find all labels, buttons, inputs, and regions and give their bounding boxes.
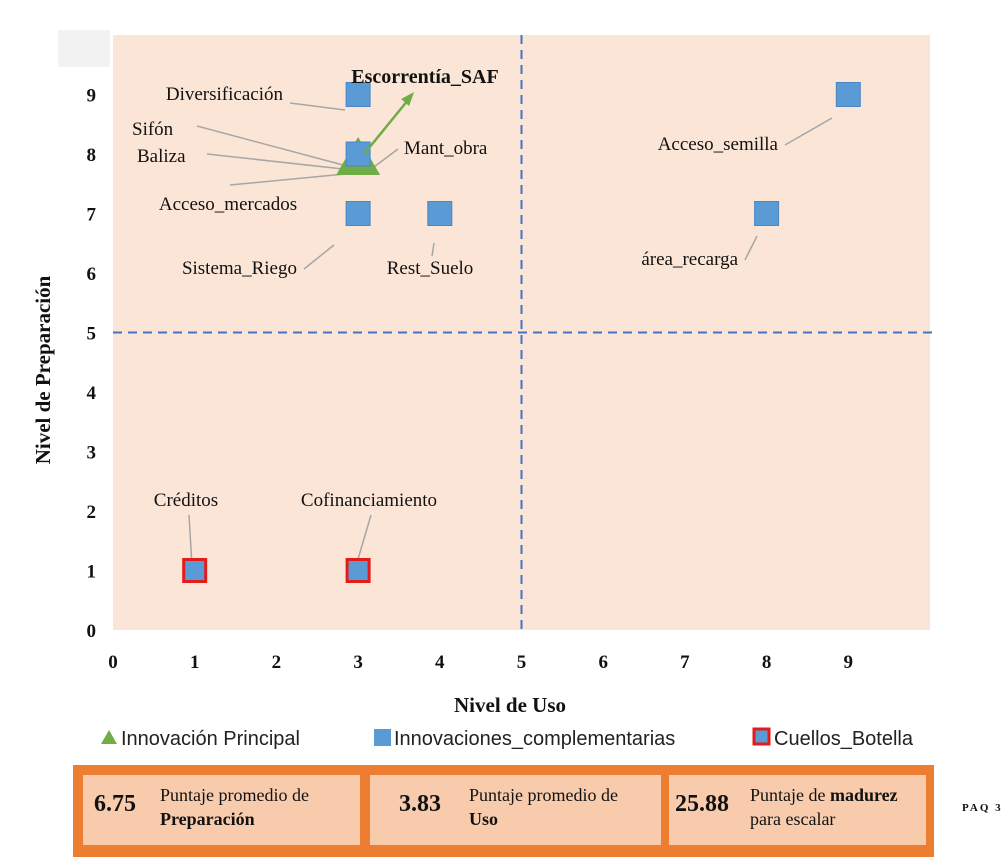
y-tick-label: 8 bbox=[87, 145, 97, 166]
x-tick-label: 9 bbox=[844, 652, 854, 673]
stat-value: 6.75 bbox=[94, 791, 136, 817]
x-axis-ticks: 0 1 2 3 4 5 6 7 8 9 bbox=[108, 652, 853, 673]
marker-square bbox=[427, 201, 453, 226]
stat-uso: 3.83 Puntaje promedio de Uso bbox=[370, 775, 661, 845]
reference-lines bbox=[113, 35, 938, 630]
stat-label: Puntaje de madurez para escalar bbox=[750, 783, 898, 831]
main-innovation-arrow bbox=[363, 99, 410, 155]
y-tick-label: 6 bbox=[87, 264, 97, 285]
marker-square bbox=[754, 201, 780, 226]
y-tick-label: 5 bbox=[87, 324, 97, 345]
y-tick-label: 0 bbox=[87, 621, 97, 642]
marker-square bbox=[345, 141, 371, 167]
x-tick-label: 4 bbox=[435, 652, 445, 673]
footer-tag: PAQ 3 bbox=[962, 802, 1003, 814]
stat-label-bold: Preparación bbox=[160, 809, 255, 829]
stat-label-line: Puntaje de bbox=[750, 785, 830, 805]
stat-value: 25.88 bbox=[675, 791, 729, 817]
data-label: Cofinanciamiento bbox=[301, 490, 437, 511]
legend-marker-square bbox=[374, 729, 391, 746]
leader-line bbox=[289, 102, 346, 111]
stat-label: Puntaje promedio de Preparación bbox=[160, 783, 309, 831]
stat-label-line: Puntaje promedio de bbox=[160, 785, 309, 805]
leader-line bbox=[784, 117, 833, 146]
data-label: Sifón bbox=[132, 119, 174, 140]
leader-line bbox=[206, 153, 344, 170]
data-label: Baliza bbox=[137, 146, 186, 167]
legend-label: Innovación Principal bbox=[121, 728, 300, 750]
leader-line bbox=[303, 244, 335, 270]
data-label: área_recarga bbox=[641, 249, 738, 270]
data-label: Diversificación bbox=[166, 84, 284, 105]
y-tick-label: 1 bbox=[87, 562, 97, 583]
stat-label-bold: madurez bbox=[829, 785, 898, 805]
stats-bar: 6.75 Puntaje promedio de Preparación 3.8… bbox=[73, 765, 934, 857]
stat-label-line: Puntaje promedio de bbox=[469, 785, 618, 805]
x-tick-label: 2 bbox=[272, 652, 282, 673]
data-label: Acceso_mercados bbox=[159, 194, 297, 215]
data-label: Créditos bbox=[154, 490, 218, 511]
legend-marker-bottleneck bbox=[752, 727, 771, 746]
marker-square bbox=[345, 82, 371, 107]
stat-label-line: para escalar bbox=[750, 809, 836, 829]
x-tick-label: 0 bbox=[108, 652, 118, 673]
stat-madurez: 25.88 Puntaje de madurez para escalar bbox=[669, 775, 926, 845]
stat-label: Puntaje promedio de Uso bbox=[469, 783, 618, 831]
leader-line bbox=[355, 514, 372, 567]
legend-marker-triangle bbox=[101, 730, 117, 744]
leader-line bbox=[431, 242, 435, 257]
y-tick-label: 7 bbox=[87, 205, 97, 226]
data-label: Mant_obra bbox=[404, 138, 488, 159]
marker-square bbox=[345, 201, 371, 226]
stat-value: 3.83 bbox=[399, 791, 441, 817]
x-tick-label: 3 bbox=[353, 652, 363, 673]
marker-bottleneck bbox=[182, 558, 208, 583]
leader-line bbox=[188, 514, 193, 567]
leader-line bbox=[196, 125, 344, 166]
data-markers bbox=[182, 82, 861, 583]
y-tick-label: 4 bbox=[87, 383, 97, 404]
stat-label-bold: Uso bbox=[469, 809, 499, 829]
y-axis-ticks: 0 1 2 3 4 5 6 7 8 9 bbox=[87, 86, 97, 643]
x-tick-label: 7 bbox=[680, 652, 690, 673]
leader-line bbox=[744, 235, 758, 261]
x-tick-label: 5 bbox=[517, 652, 527, 673]
marker-bottleneck bbox=[345, 558, 371, 583]
data-label: Acceso_semilla bbox=[658, 134, 779, 155]
chart-corner-shade bbox=[58, 30, 110, 67]
leader-line bbox=[229, 173, 346, 186]
x-tick-label: 8 bbox=[762, 652, 772, 673]
marker-square bbox=[835, 82, 861, 107]
legend-label: Innovaciones_complementarias bbox=[394, 728, 675, 750]
y-tick-label: 3 bbox=[87, 443, 97, 464]
stat-preparacion: 6.75 Puntaje promedio de Preparación bbox=[83, 775, 360, 845]
data-label: Sistema_Riego bbox=[182, 258, 297, 279]
data-label: Rest_Suelo bbox=[387, 258, 474, 279]
x-axis-title: Nivel de Uso bbox=[454, 693, 566, 717]
legend-label: Cuellos_Botella bbox=[774, 728, 914, 750]
x-tick-label: 6 bbox=[598, 652, 608, 673]
x-tick-label: 1 bbox=[190, 652, 200, 673]
data-point-labels: Escorrentía_SAF Diversificación Sifón Baliz… bbox=[132, 66, 779, 511]
data-label: Escorrentía_SAF bbox=[351, 66, 498, 88]
main-innovation-arrowhead bbox=[401, 91, 415, 106]
legend: Innovación Principal Innovaciones_complem… bbox=[101, 727, 914, 750]
scatter-chart: 0 1 2 3 4 5 6 7 8 9 0 1 2 3 4 5 6 7 8 9 Nivel de Uso Nivel… bbox=[31, 30, 938, 750]
y-tick-label: 9 bbox=[87, 86, 97, 107]
label-leader-lines bbox=[188, 102, 833, 567]
y-tick-label: 2 bbox=[87, 502, 97, 523]
y-axis-title: Nivel de Preparación bbox=[31, 275, 55, 464]
